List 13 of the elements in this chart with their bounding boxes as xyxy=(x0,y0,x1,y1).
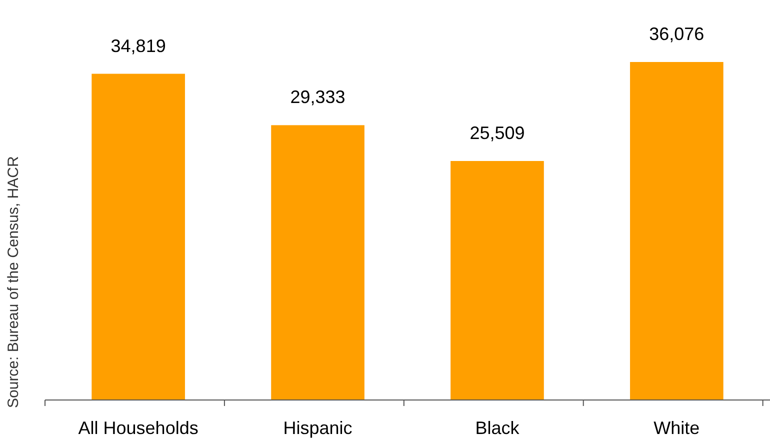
bar xyxy=(92,74,185,400)
data-label: 34,819 xyxy=(110,36,166,56)
data-label: 36,076 xyxy=(649,24,704,44)
x-tick-label: Hispanic xyxy=(283,418,352,438)
bar xyxy=(450,161,544,400)
bar xyxy=(630,62,724,400)
x-tick-label: White xyxy=(654,418,700,438)
source-note: Source: Bureau of the Census, HACR xyxy=(5,156,22,408)
data-label: 25,509 xyxy=(470,123,525,144)
x-tick-label: All Households xyxy=(78,418,198,438)
x-tick-label: Black xyxy=(475,418,520,438)
data-label: 29,333 xyxy=(290,87,346,108)
bar xyxy=(271,125,364,400)
